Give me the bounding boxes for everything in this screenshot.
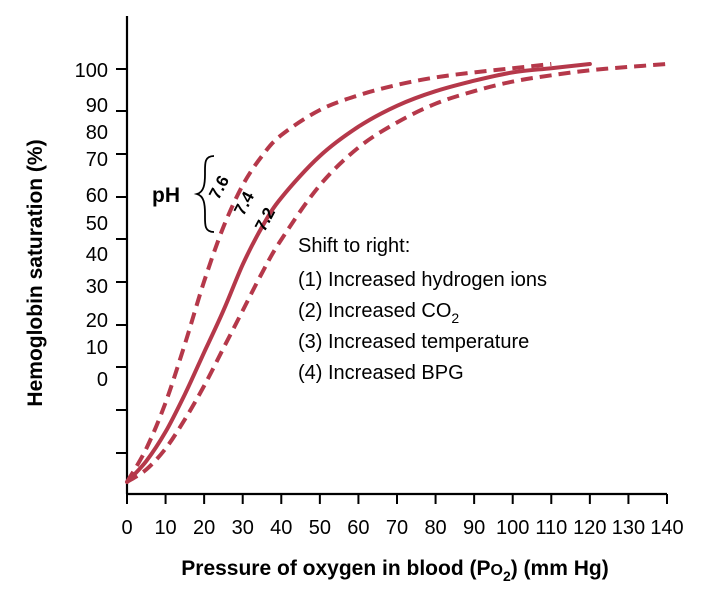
x-tick-label: 40: [270, 517, 292, 539]
y-tick-label: 70: [86, 149, 108, 171]
x-tick-label: 110: [535, 517, 567, 539]
annotation-title: Shift to right:: [298, 235, 410, 257]
x-tick-label: 60: [347, 517, 369, 539]
ph-value-labels: 7.67.47.2: [205, 173, 279, 235]
ph-label: pH: [152, 184, 180, 207]
shift-annotation: Shift to right: (1) Increased hydrogen i…: [298, 235, 547, 384]
ph-brace: [193, 155, 215, 233]
x-tick-label: 30: [232, 517, 254, 539]
annotation-item: (1) Increased hydrogen ions: [298, 269, 547, 291]
x-tick-label: 20: [193, 517, 215, 539]
annotation-item: (2) Increased CO2: [298, 300, 459, 326]
ph-value-label: 7.6: [205, 173, 233, 203]
y-tick-label: 30: [86, 276, 108, 298]
y-tick-label: 0: [97, 369, 108, 391]
x-axis-ticks: 0 10 20 30 40 50 60 70 80 90 100 110 120 130 140: [121, 494, 684, 539]
curve-ph-7-2: [125, 62, 668, 484]
y-tick-label: 10: [86, 337, 108, 359]
ph-value-label: 7.4: [230, 188, 258, 218]
x-tick-label: 80: [424, 517, 446, 539]
y-tick-label: 40: [86, 244, 108, 266]
y-tick-label: 50: [86, 213, 108, 235]
y-tick-label: 20: [86, 310, 108, 332]
x-tick-label: 120: [573, 517, 606, 539]
x-tick-label: 90: [463, 517, 485, 539]
x-tick-label: 70: [386, 517, 408, 539]
annotation-item: (3) Increased temperature: [298, 331, 529, 353]
y-tick-label: 60: [86, 185, 108, 207]
x-tick-label: 50: [309, 517, 331, 539]
x-tick-label: 130: [612, 517, 645, 539]
curve-ph-7-4: [125, 62, 592, 484]
x-tick-label: 100: [496, 517, 529, 539]
x-tick-label: 0: [121, 517, 132, 539]
x-tick-label: 140: [650, 517, 683, 539]
y-tick-label: 80: [86, 122, 108, 144]
annotation-item: (4) Increased BPG: [298, 362, 464, 384]
y-tick-label: 90: [86, 95, 108, 117]
x-tick-label: 10: [154, 517, 176, 539]
curves-group: [125, 62, 668, 484]
y-tick-label: 100: [75, 60, 108, 82]
curve-ph-7-6: [125, 62, 552, 484]
y-axis-title: Hemoglobin saturation (%): [24, 139, 47, 406]
x-axis-title: Pressure of oxygen in blood (PO2) (mm Hg…: [181, 557, 608, 584]
